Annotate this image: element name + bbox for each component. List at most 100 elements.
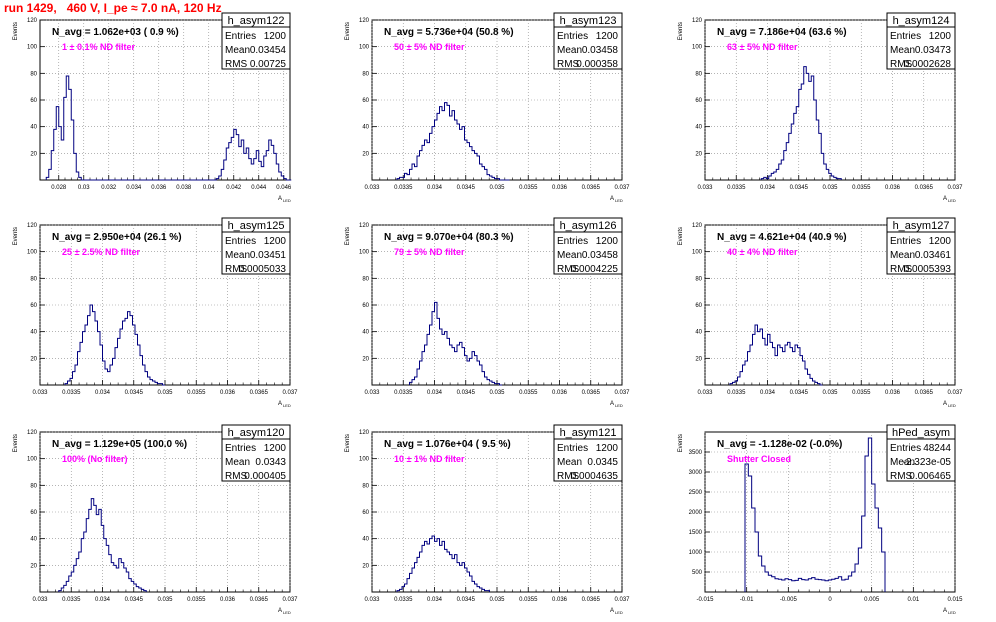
stats-key: RMS xyxy=(557,59,580,70)
y-tick-label: 120 xyxy=(27,18,38,24)
y-tick-label: 20 xyxy=(695,356,702,362)
x-tick-label: 0 xyxy=(828,597,832,603)
y-tick-label: 40 xyxy=(695,125,702,131)
stats-value: 0.03458 xyxy=(582,250,619,261)
y-tick-label: 60 xyxy=(362,303,369,309)
x-tick-label: 0.034 xyxy=(427,597,443,603)
x-axis-title: A xyxy=(278,196,282,202)
stats-box xyxy=(553,217,623,275)
stats-value: 0.03461 xyxy=(915,250,952,261)
y-tick-label: 40 xyxy=(30,537,37,543)
filter-label: 40 ± 4% ND filter xyxy=(727,247,798,257)
y-tick-label: 80 xyxy=(362,71,369,77)
histogram-step-line xyxy=(396,102,510,181)
stats-value: 0.03451 xyxy=(250,250,287,261)
x-tick-label: 0.0355 xyxy=(519,185,538,191)
y-tick-label: 60 xyxy=(695,303,702,309)
stats-box xyxy=(886,424,956,482)
filter-label: Shutter Closed xyxy=(727,454,791,464)
stats-value: 1200 xyxy=(929,236,952,247)
x-tick-label: 0.035 xyxy=(822,390,838,396)
stats-key: Entries xyxy=(890,236,921,247)
navg-label: N_avg = 9.070e+04 (80.3 %) xyxy=(384,232,514,243)
y-tick-label: 60 xyxy=(362,510,369,516)
histogram-step-line xyxy=(58,498,147,592)
stats-value: 0.03458 xyxy=(582,45,619,56)
stats-key: RMS xyxy=(557,264,580,275)
x-tick-label: 0.0365 xyxy=(582,390,601,396)
histogram-step-line xyxy=(729,324,823,386)
stats-key: Mean xyxy=(557,250,582,261)
x-tick-label: 0.03 xyxy=(78,185,90,191)
y-tick-label: 500 xyxy=(692,570,703,576)
stats-title: h_asym127 xyxy=(893,220,950,232)
y-tick-label: 120 xyxy=(359,18,370,24)
y-tick-label: 1500 xyxy=(689,530,703,536)
x-tick-label: 0.036 xyxy=(552,185,568,191)
x-tick-label: 0.037 xyxy=(947,390,963,396)
stats-title: h_asym121 xyxy=(560,427,617,439)
x-tick-label: 0.035 xyxy=(822,185,838,191)
x-tick-label: 0.036 xyxy=(552,597,568,603)
x-tick-label: 0.0365 xyxy=(915,185,934,191)
x-tick-label: 0.0345 xyxy=(457,390,476,396)
stats-value: 0.00725 xyxy=(250,59,287,70)
stats-key: Entries xyxy=(557,443,588,454)
y-tick-label: 40 xyxy=(30,330,37,336)
x-tick-label: 0.046 xyxy=(276,185,292,191)
stats-key: Entries xyxy=(557,236,588,247)
x-tick-label: 0.035 xyxy=(157,390,173,396)
stats-value: 0.03473 xyxy=(915,45,952,56)
filter-label: 10 ± 1% ND filter xyxy=(394,454,465,464)
stats-value: 1200 xyxy=(264,236,287,247)
y-tick-label: 120 xyxy=(359,430,370,436)
y-tick-label: 60 xyxy=(362,98,369,104)
x-tick-label: 0.0345 xyxy=(457,185,476,191)
stats-key: RMS xyxy=(225,264,248,275)
y-tick-label: 80 xyxy=(362,483,369,489)
histogram-step-line xyxy=(64,304,165,386)
x-axis-title: A xyxy=(278,608,282,614)
stats-key: Entries xyxy=(890,443,921,454)
stats-box xyxy=(553,424,623,482)
x-axis-title-subscript: LED xyxy=(948,610,956,615)
x-tick-label: 0.0365 xyxy=(915,390,934,396)
stats-value: 1200 xyxy=(596,443,619,454)
stats-key: RMS xyxy=(890,471,913,482)
stats-key: Entries xyxy=(225,31,256,42)
navg-label: N_avg = 7.186e+04 (63.6 %) xyxy=(717,27,847,38)
y-tick-label: 40 xyxy=(362,537,369,543)
y-tick-label: 3500 xyxy=(689,450,703,456)
x-tick-label: 0.034 xyxy=(126,185,142,191)
stats-value: -2.323e-05 xyxy=(903,457,952,468)
stats-value: 0.006465 xyxy=(909,471,951,482)
x-tick-label: 0.033 xyxy=(364,390,380,396)
x-axis-title-subscript: LED xyxy=(615,198,623,203)
stats-value: 0.03454 xyxy=(250,45,287,56)
stats-box xyxy=(553,12,623,70)
y-tick-label: 100 xyxy=(359,45,370,51)
histogram-panel-h_asym123: 0.033 0.0335 0.034 0.0345 0.035 0.0355 0.036 0.… xyxy=(345,12,630,203)
histogram-panel-h_asym122: 0.028 0.03 0.032 0.034 0.036 0.038 0.04 0.042 0.… xyxy=(13,12,292,203)
x-axis-title: A xyxy=(943,196,947,202)
x-axis-title-subscript: LED xyxy=(948,403,956,408)
x-tick-label: 0.035 xyxy=(489,390,505,396)
stats-value: 1200 xyxy=(264,443,287,454)
y-tick-label: 100 xyxy=(27,45,38,51)
x-tick-label: 0.037 xyxy=(614,185,630,191)
y-tick-label: 80 xyxy=(30,483,37,489)
stats-box xyxy=(221,217,291,275)
stats-value: 1200 xyxy=(264,31,287,42)
filter-label: 63 ± 5% ND filter xyxy=(727,42,798,52)
x-axis-title: A xyxy=(278,401,282,407)
histogram-panel-h_asym126: 0.033 0.0335 0.034 0.0345 0.035 0.0355 0.036 0.… xyxy=(345,217,630,408)
filter-label: 100% (No filter) xyxy=(62,454,128,464)
x-tick-label: 0.0335 xyxy=(727,390,746,396)
y-tick-label: 1000 xyxy=(689,550,703,556)
x-tick-label: 0.033 xyxy=(32,390,48,396)
y-tick-label: 80 xyxy=(362,276,369,282)
histogram-panel-h_asym125: 0.033 0.0335 0.034 0.0345 0.035 0.0355 0.036 0.… xyxy=(13,217,298,408)
y-tick-label: 40 xyxy=(30,125,37,131)
stats-value: 0.0343 xyxy=(255,457,286,468)
x-axis-title-subscript: LED xyxy=(283,610,291,615)
